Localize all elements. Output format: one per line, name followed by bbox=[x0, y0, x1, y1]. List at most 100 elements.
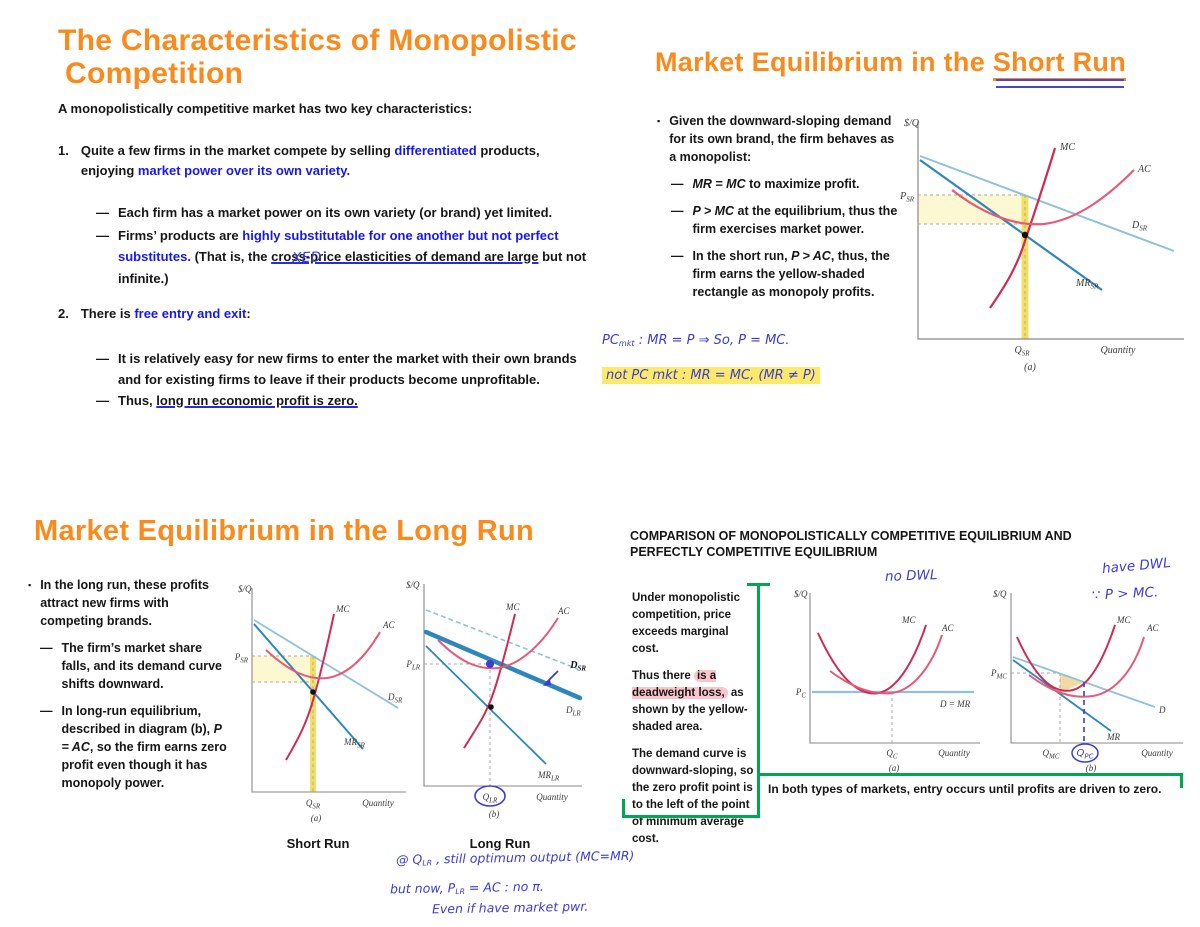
sub-item-text: P > MC at the equilibrium, thus the firm… bbox=[693, 202, 900, 238]
demand-label: DSR bbox=[1131, 220, 1148, 233]
intro-text: A monopolistically competitive market ha… bbox=[58, 101, 473, 116]
short-run-title: Market Equilibrium in the Short Run bbox=[655, 47, 1127, 88]
handwritten-lr-note-1: @ QLR , still optimum output (MC=MR) bbox=[396, 848, 635, 868]
long-run-title: Market Equilibrium in the Long Run bbox=[34, 515, 534, 547]
text-segment: at the equilibrium, thus the firm exerci… bbox=[692, 204, 898, 236]
text-segment: (That is, the bbox=[190, 249, 272, 264]
sub-item: — In long-run equilibrium, described in … bbox=[40, 702, 230, 792]
sub-item: — The firm’s market share falls, and its… bbox=[40, 639, 230, 693]
sub-item: — In the short run, P > AC, thus, the fi… bbox=[671, 247, 899, 301]
text-segment: Thus, bbox=[118, 393, 157, 408]
title-line2: Competition bbox=[65, 57, 244, 90]
sub-item-text: Firms’ products are highly substitutable… bbox=[118, 225, 603, 290]
y-axis-label: $/Q bbox=[794, 589, 808, 599]
profit-rectangle bbox=[252, 656, 313, 682]
marginal-cost-curve bbox=[1016, 624, 1116, 692]
title-text: Market Equilibrium in the bbox=[655, 47, 993, 77]
marginal-cost-curve bbox=[463, 613, 516, 749]
sub-item-text: Thus, long run economic profit is zero. bbox=[118, 391, 358, 411]
average-cost-curve bbox=[951, 169, 1135, 226]
panel-label: (b) bbox=[1086, 763, 1097, 773]
text-segment: free entry and exit bbox=[134, 306, 247, 321]
guide-dashed-lines bbox=[1011, 672, 1061, 743]
price-label: PSR bbox=[899, 191, 915, 204]
x-axis-label: Quantity bbox=[536, 792, 568, 802]
green-bracket-bottom-line bbox=[622, 815, 760, 818]
x-axis-label: Quantity bbox=[1141, 748, 1173, 758]
mc-label: MC bbox=[1116, 615, 1131, 625]
mc-label: MC bbox=[505, 602, 520, 612]
dash-bullet-icon: — bbox=[40, 641, 53, 655]
text-segment: = AC : no π. bbox=[464, 878, 544, 896]
demand-mr-label: D = MR bbox=[939, 699, 971, 709]
green-bracket-horizontal bbox=[757, 773, 1183, 776]
paragraph: Thus there is a deadweight loss, as show… bbox=[632, 668, 758, 736]
green-bracket-top-tick bbox=[747, 583, 770, 586]
demand-label: D bbox=[1158, 705, 1166, 715]
caption-short-run: Short Run bbox=[286, 836, 350, 851]
quantity-value-label: QSR bbox=[306, 798, 321, 811]
dash-bullet-icon: — bbox=[40, 704, 53, 718]
green-bracket-left-tick bbox=[622, 799, 625, 818]
text-segment: as shown by the yellow-shaded area. bbox=[632, 687, 748, 733]
old-demand-dashed-curve bbox=[425, 609, 579, 670]
sub-item: — Thus, long run economic profit is zero… bbox=[96, 391, 603, 411]
caption-long-run: Long Run bbox=[469, 836, 531, 851]
text-segment: LR bbox=[455, 886, 466, 897]
quantity-value-label: QC bbox=[886, 748, 898, 761]
price-label: PMC bbox=[990, 668, 1007, 681]
text-segment: long run economic profit is zero. bbox=[156, 393, 358, 408]
marginal-cost-curve bbox=[817, 624, 927, 695]
dash-bullet-icon: — bbox=[96, 227, 109, 243]
text-segment: MR = MC bbox=[692, 177, 746, 191]
mc-label: MC bbox=[901, 615, 916, 625]
text-segment: LR bbox=[422, 858, 433, 868]
text-segment: P > AC bbox=[791, 249, 831, 263]
marginal-revenue-curve bbox=[253, 623, 364, 750]
paragraph: Under monopolistic competition, price ex… bbox=[632, 592, 740, 655]
sub-item-text: It is relatively easy for new firms to e… bbox=[118, 351, 577, 387]
mr-label: MRSR bbox=[1075, 278, 1099, 291]
y-axis-label: $/Q bbox=[406, 580, 420, 590]
text-segment: : MR = P ⇒ So, P = MC. bbox=[634, 333, 790, 348]
handwritten-lr-note-2: but now, PLR = AC : no π. bbox=[390, 879, 544, 898]
bullet-text: Given the downward-sloping demand for it… bbox=[669, 114, 895, 164]
text-segment: Quite a few firms in the market compete … bbox=[80, 143, 395, 158]
handwritten-pc-note-1: PCmkt : MR = P ⇒ So, P = MC. bbox=[602, 333, 790, 348]
axes bbox=[917, 122, 1184, 340]
text-segment: PC bbox=[602, 333, 619, 348]
ac-label: AC bbox=[941, 623, 954, 633]
text-segment: but not infinite.) bbox=[118, 249, 587, 286]
panel-label: (b) bbox=[489, 809, 500, 819]
mc-label: MC bbox=[1059, 142, 1075, 153]
long-run-slide-chart-b: $/Q MC AC DSR DLR MRLR PLR QLR Quantity … bbox=[405, 580, 586, 819]
text-segment: : bbox=[246, 306, 251, 321]
text-segment: enjoying bbox=[80, 163, 138, 178]
handwritten-pc-note-2: not PC mkt : MR = MC, (MR ≠ P) bbox=[602, 367, 820, 384]
average-cost-curve bbox=[829, 634, 943, 695]
text-segment: Firms’ products are bbox=[118, 227, 243, 243]
price-label: PC bbox=[795, 687, 807, 700]
text-segment: differentiated bbox=[394, 143, 477, 158]
text-segment: P = AC bbox=[61, 722, 222, 754]
text-segment: Short Run bbox=[992, 47, 1127, 77]
sub-item-text: Each firm has a market power on its own … bbox=[118, 205, 553, 220]
bullet-item: ▪ In the long run, these profits attract… bbox=[28, 576, 230, 630]
list-item: 1. Quite a few firms in the market compe… bbox=[58, 141, 603, 181]
hand-double-underline bbox=[995, 79, 1125, 88]
demand-curve bbox=[919, 155, 1175, 252]
x-axis-label: Quantity bbox=[362, 798, 394, 808]
marginal-revenue-curve bbox=[1012, 659, 1112, 732]
comparison-chart-pc: $/Q MC AC D = MR PC QC Quantity (a) bbox=[794, 589, 980, 773]
marginal-revenue-curve bbox=[919, 159, 1103, 291]
deadweight-loss-triangle bbox=[1060, 673, 1084, 693]
text-segment: highly substitutable for one another but… bbox=[118, 227, 559, 265]
demand-label: DSR bbox=[387, 692, 403, 705]
slide-characteristics: The Characteristics of Monopolistic Comp… bbox=[58, 24, 603, 411]
handwritten-lr-note-3: Even if have market pwr. bbox=[431, 898, 589, 917]
x-axis-label: Quantity bbox=[938, 748, 970, 758]
long-run-bullets: ▪ In the long run, these profits attract… bbox=[28, 576, 230, 792]
text-segment: products, bbox=[476, 143, 540, 158]
marginal-cost-curve bbox=[285, 613, 335, 761]
y-axis-label: $/Q bbox=[993, 589, 1007, 599]
